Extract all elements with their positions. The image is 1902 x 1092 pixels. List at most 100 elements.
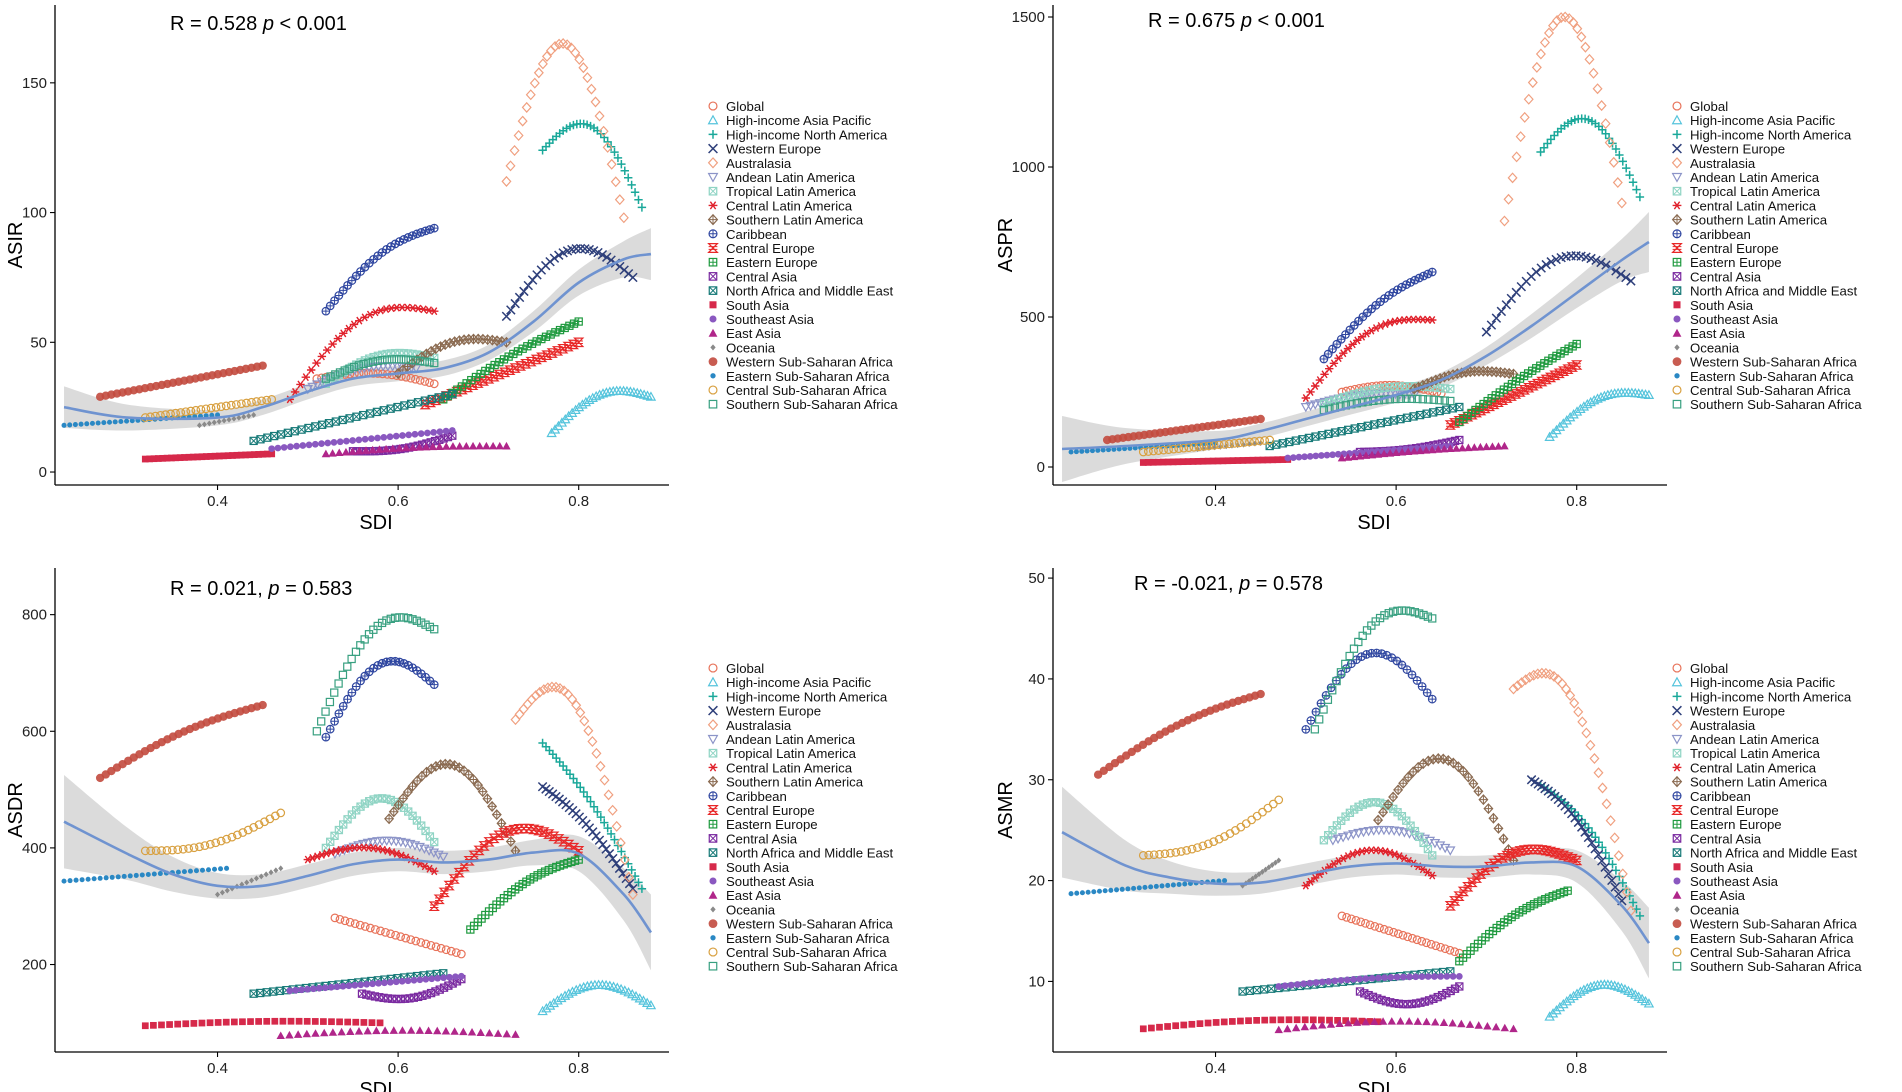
data-point	[1182, 881, 1188, 887]
data-point	[1216, 878, 1222, 884]
data-point	[1174, 458, 1182, 466]
data-point	[1241, 819, 1251, 828]
legend-label: Global	[1690, 661, 1728, 676]
data-point	[1407, 394, 1416, 404]
data-point	[306, 366, 316, 374]
legend-key	[1672, 919, 1682, 928]
data-point	[1557, 850, 1570, 861]
data-point	[1478, 794, 1489, 806]
data-point	[488, 833, 500, 844]
data-point	[262, 395, 272, 405]
data-point	[1343, 831, 1354, 841]
data-point	[1326, 1016, 1333, 1024]
legend-key	[707, 719, 719, 731]
data-point	[211, 419, 217, 426]
data-point	[1234, 438, 1244, 448]
data-point	[1512, 680, 1523, 692]
data-point	[1318, 1016, 1325, 1024]
data-point	[205, 867, 212, 873]
data-point	[1111, 446, 1117, 452]
legend-key	[707, 243, 719, 253]
data-point	[216, 452, 223, 460]
data-point	[645, 999, 657, 1010]
legend-key	[707, 114, 719, 125]
data-point	[263, 871, 269, 878]
data-point	[1301, 1016, 1309, 1024]
data-point	[1596, 257, 1606, 268]
data-point	[321, 707, 330, 716]
data-point	[1455, 402, 1464, 412]
data-point	[1264, 456, 1272, 464]
data-point	[222, 1018, 230, 1026]
legend-label: Central Asia	[1690, 269, 1762, 284]
data-point	[440, 339, 451, 351]
data-point	[578, 62, 589, 74]
data-point	[163, 454, 171, 462]
data-point	[236, 414, 242, 421]
data-point	[1165, 882, 1171, 888]
data-point	[1143, 447, 1153, 456]
data-point	[637, 884, 647, 893]
data-point	[206, 420, 212, 427]
data-point	[408, 443, 418, 451]
data-point	[1268, 799, 1278, 809]
data-point	[590, 390, 602, 401]
data-point	[613, 841, 623, 850]
data-point	[373, 356, 382, 365]
data-point	[430, 760, 441, 772]
data-point	[1144, 459, 1152, 466]
data-point	[386, 795, 396, 805]
data-point	[1159, 883, 1165, 889]
data-point	[61, 878, 67, 884]
data-point	[628, 272, 638, 283]
data-point	[597, 388, 609, 398]
data-point	[258, 700, 267, 710]
data-point	[1169, 458, 1177, 466]
legend-label: Central Asia	[726, 269, 798, 284]
data-point	[490, 360, 499, 370]
y-tick-label: 500	[1020, 309, 1045, 326]
data-point	[1379, 449, 1389, 458]
data-point	[1318, 978, 1326, 986]
data-point	[211, 402, 221, 412]
data-point	[254, 820, 264, 829]
legend-key	[709, 877, 717, 885]
legend-item-southeast-asia: Southeast Asia	[709, 312, 815, 327]
data-point	[207, 453, 215, 460]
legend-item-eastern-europe: Eastern Europe	[1672, 255, 1782, 270]
data-point	[1403, 771, 1414, 783]
data-point	[317, 717, 326, 726]
legend-item-central-asia: Central Asia	[708, 269, 798, 284]
data-point	[430, 307, 439, 316]
data-point	[1306, 716, 1316, 725]
data-point	[1156, 1023, 1163, 1031]
data-point	[1116, 446, 1122, 452]
data-point	[1358, 1017, 1366, 1025]
data-point	[1381, 847, 1390, 856]
data-point	[249, 436, 258, 446]
data-point	[1407, 933, 1417, 943]
data-point	[1209, 440, 1219, 450]
legend-label: Central Sub-Saharan Africa	[1690, 945, 1851, 960]
data-point	[1272, 859, 1278, 866]
legend-item-high-income-asia-pacific: High-income Asia Pacific	[707, 675, 872, 690]
legend-item-global: Global	[1672, 661, 1728, 676]
data-point	[1214, 834, 1224, 844]
data-point	[356, 676, 365, 686]
data-point	[337, 1027, 346, 1036]
series-australasia	[1508, 667, 1636, 917]
data-point	[1429, 395, 1438, 404]
data-point	[191, 405, 201, 415]
data-point	[1276, 857, 1282, 864]
data-point	[159, 454, 167, 462]
y-tick-label: 30	[1028, 772, 1045, 789]
data-point	[488, 441, 498, 450]
data-point	[398, 1026, 407, 1034]
legend-key	[1673, 877, 1681, 885]
legend-label: Tropical Latin America	[1690, 746, 1821, 761]
legend-key	[710, 906, 716, 913]
legend-label: Western Europe	[1690, 704, 1785, 719]
data-point	[181, 869, 187, 875]
legend-item-eastern-sub-saharan-africa: Eastern Sub-Saharan Africa	[1674, 931, 1854, 946]
data-point	[390, 656, 400, 666]
